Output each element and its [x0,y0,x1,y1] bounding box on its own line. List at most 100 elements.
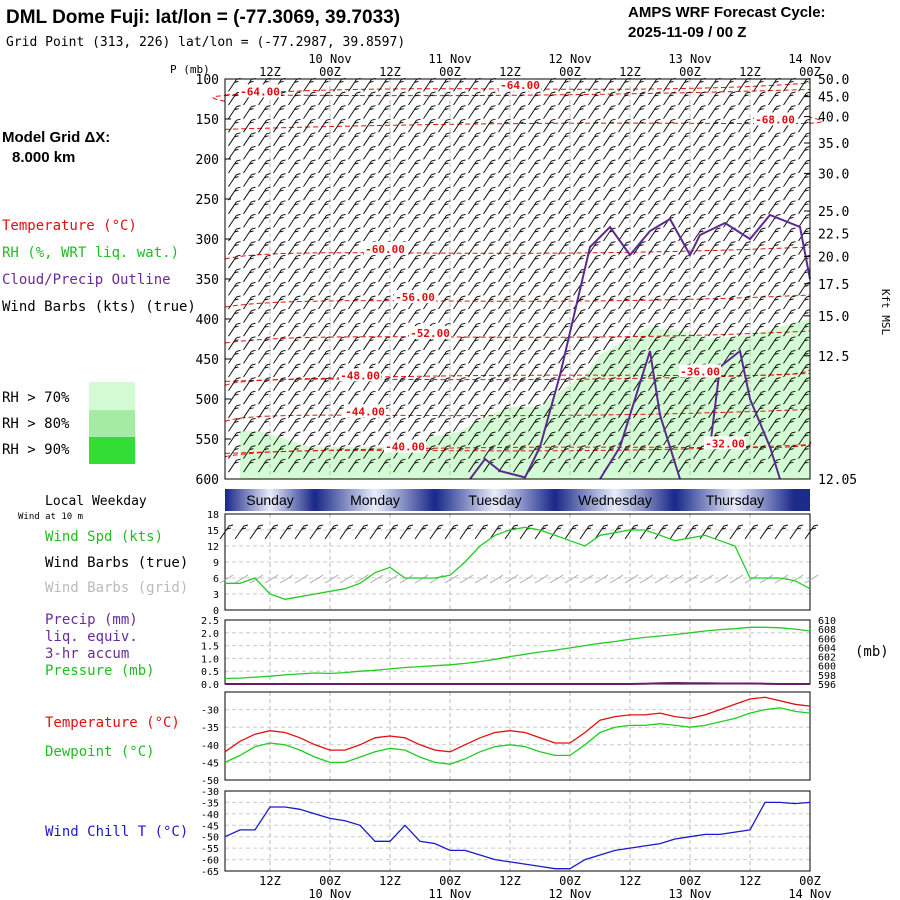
wind-barb [648,281,661,296]
time-axes: 12Z 12Z 00Z 00Z 12Z 12Z 00Z 00Z 12Z 12Z 00Z 00Z 12Z 1… [259,52,832,900]
wind-barb [498,159,511,174]
wind-barb [318,417,331,432]
wind-barb [513,431,526,446]
wind-barb [573,132,586,147]
wind-barb [723,77,736,92]
wind-barb [303,173,316,187]
wind-barb [408,268,421,283]
wind-barb [558,445,571,459]
wind-barb [783,404,796,419]
wind-chill-line [224,801,811,870]
wind-barb [363,322,376,337]
wind-barb [708,159,721,174]
wind-barb [243,186,256,201]
wind-barb [303,186,316,201]
wind-barb [588,431,601,446]
grid-wind-barb [504,574,519,584]
wind-barb [528,159,541,174]
legend-wind: Wind Barbs (kts) (true) [2,299,196,315]
wind-barb [603,349,616,364]
wind-barb [723,227,736,242]
bottom-hour-label: 00Z [319,874,341,888]
wind-barb [453,77,466,92]
wind-barb [618,445,631,459]
wind-barb [453,159,466,174]
wind-barb [258,241,271,255]
weekday-label: Monday [350,492,400,508]
wind-barb [453,417,466,432]
wind-barb [318,173,331,187]
wind-barb [693,336,706,351]
wind-barb [348,349,361,364]
precip-line [225,681,810,685]
wind-barb [573,213,586,228]
weekday-label: Sunday [246,492,293,508]
bottom-hour-label: 00Z [559,874,581,888]
wind-barb [393,309,406,323]
wind-barb [723,349,736,364]
wind-barb [303,431,316,446]
wind-barb [753,309,766,323]
wind-barb [528,363,541,378]
top-hour-label: 12Z [739,65,761,79]
pressure-tick-label: 606 [818,634,836,645]
wind-barb [528,254,541,269]
wind-barb [378,431,391,446]
wind-barb [288,254,301,269]
wind-barb [258,363,271,378]
wind-barb [708,145,721,160]
wind-barb [648,417,661,432]
wind-barb [573,91,586,106]
wind-barb [783,390,796,405]
wind-barb [498,118,511,133]
wind-barb [573,200,586,215]
true-wind-barb [249,524,264,540]
wind-barb [423,91,436,106]
wind-barb [378,417,391,432]
wind-barb [438,431,451,446]
true-wind-barb [609,524,624,540]
wind-barb [348,309,361,323]
true-wind-barb [264,524,279,540]
panel-tick-label: 2.5 [201,616,219,627]
wind-barb [393,132,406,147]
wind-barb [513,227,526,242]
wind-barb [588,322,601,337]
wind-barb [438,295,451,310]
wind-barb [558,241,571,255]
temperature-label: Temperature (°C) [45,715,180,731]
true-wind-barb [459,524,474,540]
wind-barb [468,295,481,310]
wind-barb [408,390,421,405]
isotherm-label-bg [499,78,541,91]
wind-barb [663,268,676,283]
wind-barb [408,159,421,174]
wind-barb [648,241,661,255]
station-title: DML Dome Fuji: lat/lon = (-77.3069, 39.7… [6,7,400,28]
wind-barb [273,254,286,269]
wind-barb [708,241,721,255]
wind-barb [228,458,241,473]
wind-barb [378,281,391,296]
wind-barb [678,390,691,405]
wind-barb [363,173,376,187]
wind-barb [513,336,526,351]
wind-barb [318,404,331,419]
wind-barb [588,227,601,242]
wind-barb [483,281,496,296]
bottom-date-label: 10 Nov [308,887,351,900]
wind-barb [633,431,646,446]
wind-barb [798,213,811,228]
grid-wind-barb [429,574,444,584]
wind-barb [648,77,661,92]
wind-barb [438,145,451,160]
wind-barb [228,77,241,92]
wind-barb [243,213,256,228]
wind-barb [378,390,391,405]
wind-barb [588,309,601,323]
wind-barb [723,118,736,133]
wind-barb [573,417,586,432]
wind-barb [558,254,571,269]
wind-barb [663,281,676,296]
weekday-strip: Sunday Monday Tuesday Wednesday Thursday [225,489,810,511]
